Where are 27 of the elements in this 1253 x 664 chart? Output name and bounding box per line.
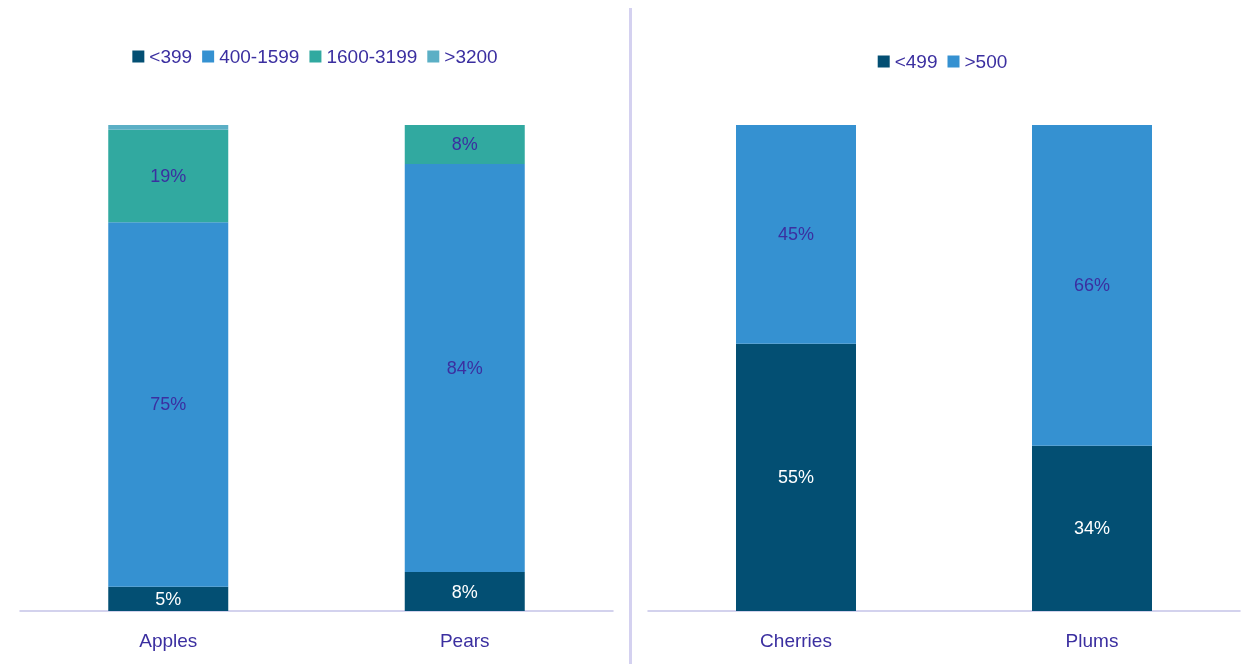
data-label: 75% — [150, 394, 187, 415]
legend-label: <399 — [149, 46, 193, 67]
data-label: 55% — [777, 467, 815, 488]
legend-label: >500 — [964, 51, 1008, 72]
data-label: 8% — [451, 134, 478, 155]
bar — [108, 222, 229, 587]
data-label: 8% — [451, 581, 478, 602]
x-tick-label: Apples — [139, 630, 198, 651]
data-label: 66% — [1073, 275, 1111, 296]
bar — [404, 572, 525, 611]
data-label: 45% — [777, 224, 815, 245]
data-label: 84% — [446, 358, 483, 378]
data-label: 34% — [1073, 518, 1111, 539]
legend-label: <499 — [894, 51, 938, 72]
x-tick-label: Pears — [439, 630, 490, 651]
legend-label: 1600-3199 — [326, 46, 418, 67]
bar — [404, 163, 525, 573]
bar — [108, 129, 229, 223]
legend-label: 400-1599 — [219, 46, 300, 67]
data-label: 5% — [155, 588, 182, 609]
bar — [404, 125, 525, 164]
data-label: 19% — [150, 166, 187, 187]
bar — [108, 586, 229, 611]
x-tick-label: Plums — [1065, 630, 1119, 651]
legend-label: >3200 — [444, 46, 498, 67]
bar — [108, 125, 229, 130]
x-tick-label: Cherries — [760, 630, 832, 651]
